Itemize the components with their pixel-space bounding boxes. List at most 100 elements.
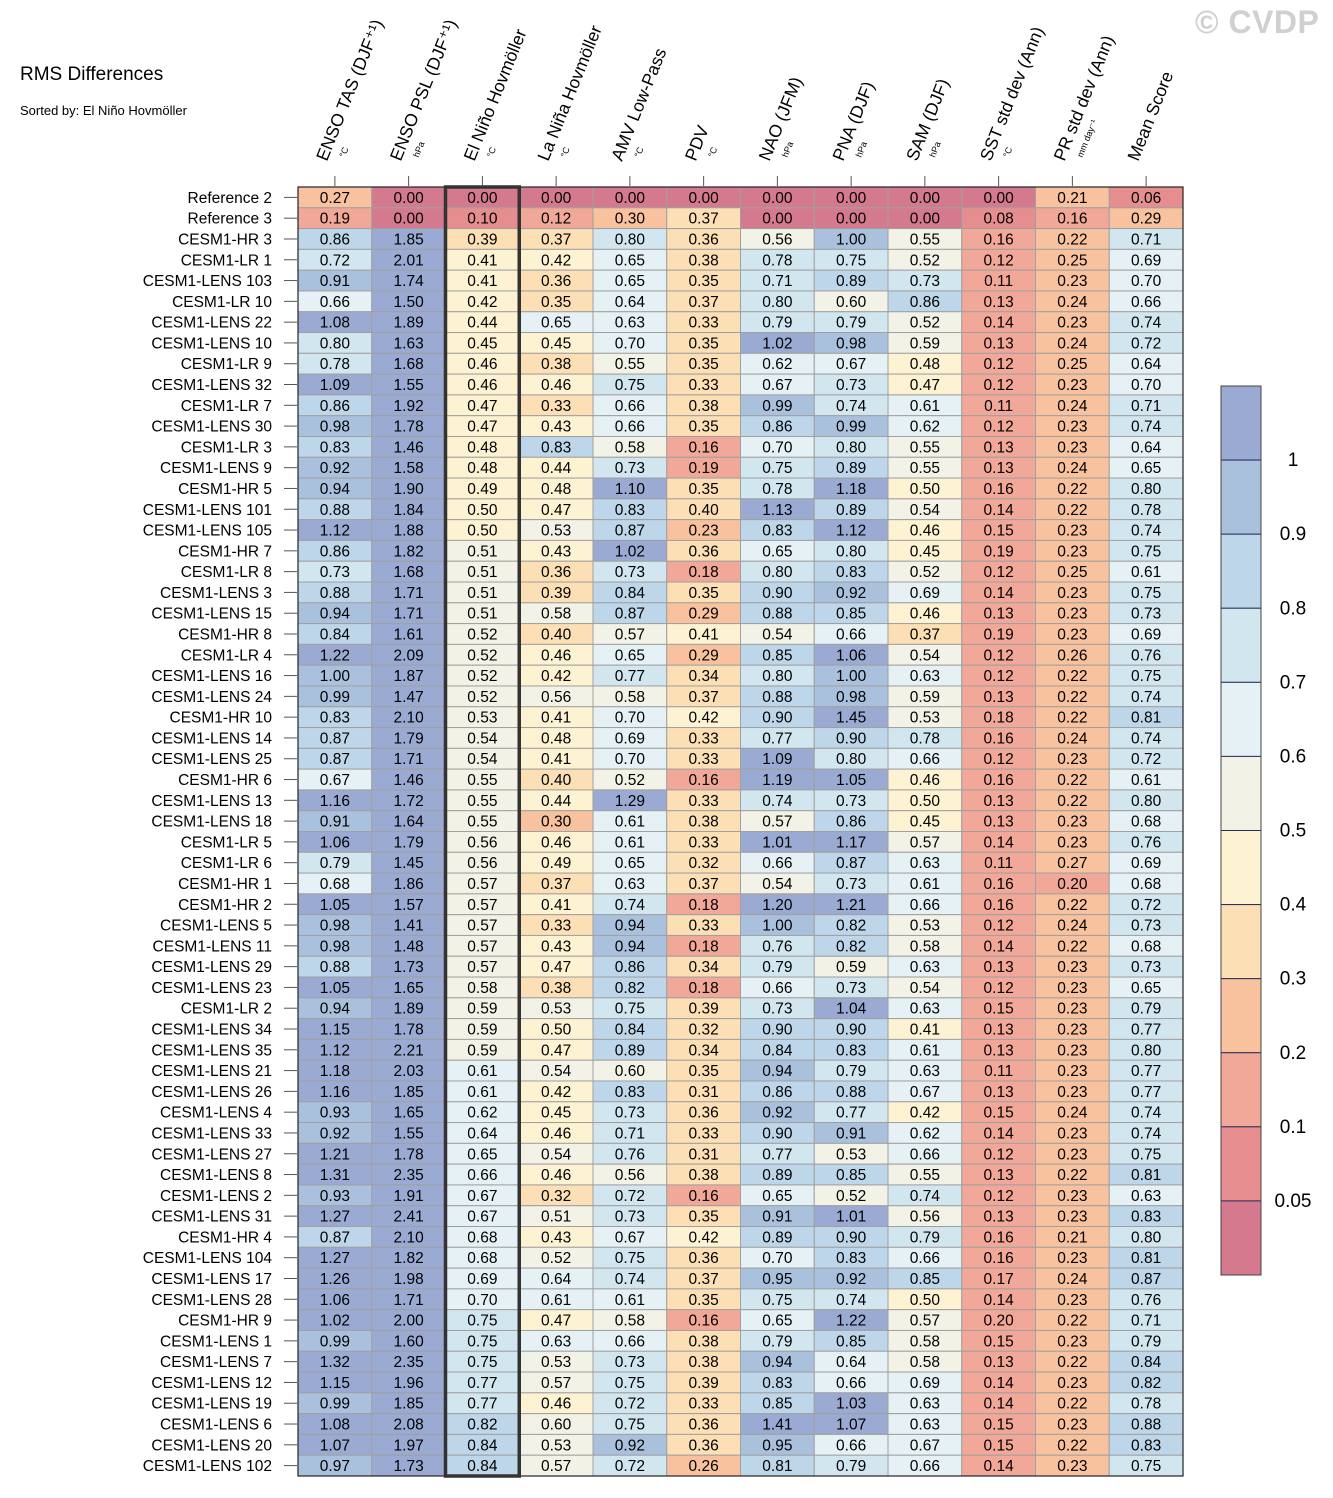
cell-value: 0.75: [1131, 668, 1161, 685]
row-label: CESM1-LENS 4: [160, 1105, 272, 1122]
cell-value: 0.56: [762, 231, 792, 248]
cell-value: 0.52: [467, 647, 497, 664]
cell-value: 0.57: [615, 626, 645, 643]
cell-value: 0.11: [984, 855, 1013, 872]
cell-value: 1.78: [394, 1146, 424, 1163]
cell-value: 0.57: [541, 1458, 571, 1475]
cell-value: 0.77: [762, 730, 792, 747]
cell-value: 0.51: [467, 585, 497, 602]
cell-value: 0.53: [541, 1001, 571, 1018]
cell-value: 0.66: [910, 1250, 940, 1267]
cell-value: 0.75: [615, 1001, 645, 1018]
cell-value: 0.80: [320, 335, 351, 352]
cell-value: 0.36: [689, 543, 719, 560]
cell-value: 0.38: [541, 356, 571, 373]
cell-value: 1.78: [394, 419, 424, 436]
cell-value: 0.73: [615, 564, 645, 581]
cell-value: 0.52: [836, 1188, 866, 1205]
cell-value: 1.00: [836, 231, 867, 248]
cell-value: 1.05: [836, 772, 866, 789]
cell-value: 1.84: [394, 502, 425, 519]
row-label: CESM1-LENS 11: [153, 938, 272, 955]
cell-value: 0.43: [541, 543, 571, 560]
cell-value: 0.70: [1131, 377, 1162, 394]
cell-value: 0.92: [836, 585, 866, 602]
cell-value: 1.00: [762, 918, 793, 935]
row-label: CESM1-LR 5: [181, 834, 272, 851]
cell-value: 0.12: [984, 1146, 1014, 1163]
cell-value: 1.08: [320, 315, 350, 332]
cell-value: 0.92: [762, 1105, 792, 1122]
cell-value: 0.42: [689, 1229, 719, 1246]
cell-value: 0.83: [615, 502, 645, 519]
cell-value: 0.36: [541, 564, 571, 581]
cell-value: 1.79: [394, 730, 424, 747]
cell-value: 0.87: [320, 751, 350, 768]
cell-value: 0.14: [984, 502, 1015, 519]
cell-value: 0.83: [762, 1375, 792, 1392]
cell-value: 0.52: [467, 668, 497, 685]
cell-value: 0.46: [541, 834, 571, 851]
cell-value: 1.63: [394, 335, 424, 352]
cell-value: 0.88: [762, 606, 792, 623]
cell-value: 0.81: [1131, 1250, 1161, 1267]
column-unit: hPa: [780, 140, 795, 159]
cell-value: 0.37: [689, 689, 719, 706]
cell-value: 0.16: [689, 1188, 719, 1205]
cell-value: 0.58: [910, 938, 940, 955]
cell-value: 0.53: [541, 523, 571, 540]
cell-value: 0.85: [836, 1333, 866, 1350]
cell-value: 0.00: [762, 190, 793, 207]
cell-value: 0.66: [836, 626, 866, 643]
cell-value: 0.23: [1057, 1292, 1087, 1309]
cell-value: 1.27: [320, 1209, 350, 1226]
cell-value: 1.03: [836, 1396, 866, 1413]
cell-value: 0.19: [689, 460, 719, 477]
cell-value: 1.16: [320, 1084, 350, 1101]
cell-value: 0.61: [1131, 772, 1161, 789]
cell-value: 0.86: [762, 419, 792, 436]
cell-value: 0.55: [910, 231, 940, 248]
cell-value: 0.94: [615, 918, 646, 935]
cell-value: 0.77: [762, 1146, 792, 1163]
row-label: CESM1-LENS 26: [151, 1084, 272, 1101]
cell-value: 0.22: [1057, 938, 1087, 955]
cell-value: 1.17: [836, 834, 866, 851]
cell-value: 0.67: [910, 1084, 940, 1101]
cell-value: 0.73: [320, 564, 350, 581]
cell-value: 0.65: [615, 855, 645, 872]
row-label: CESM1-LENS 22: [151, 315, 272, 332]
heatmap-border: [297, 186, 1184, 1477]
cell-value: 0.83: [836, 1250, 866, 1267]
cell-value: 0.63: [1131, 1188, 1161, 1205]
cell-value: 0.77: [1131, 1063, 1161, 1080]
cell-value: 1.09: [762, 751, 792, 768]
cell-value: 0.54: [910, 502, 941, 519]
cell-value: 0.63: [910, 1001, 940, 1018]
cell-value: 0.76: [762, 938, 792, 955]
column-header: SST std dev (Ann): [976, 24, 1048, 164]
cell-value: 0.69: [910, 1375, 940, 1392]
row-label: CESM1-HR 10: [170, 710, 273, 727]
cell-value: 0.13: [984, 959, 1014, 976]
row-label: CESM1-HR 8: [178, 626, 272, 643]
row-label: CESM1-LENS 2: [160, 1188, 272, 1205]
colorbar-label: 0.1: [1280, 1117, 1306, 1138]
cell-value: 0.41: [541, 751, 571, 768]
cell-value: 0.75: [615, 1417, 645, 1434]
cell-value: 0.45: [910, 543, 940, 560]
cell-value: 0.23: [1057, 315, 1087, 332]
cell-value: 1.71: [394, 606, 424, 623]
cell-value: 0.35: [689, 1292, 719, 1309]
cell-value: 0.49: [541, 855, 571, 872]
row-label: CESM1-LENS 16: [151, 668, 272, 685]
cell-value: 0.73: [836, 377, 866, 394]
row-label: CESM1-HR 1: [178, 876, 272, 893]
cell-value: 0.69: [1131, 252, 1161, 269]
cell-value: 1.10: [615, 481, 646, 498]
cell-value: 0.40: [541, 772, 572, 789]
cell-value: 0.51: [467, 543, 497, 560]
cell-value: 0.16: [984, 772, 1014, 789]
cell-value: 0.85: [762, 647, 792, 664]
cell-value: 0.98: [836, 689, 866, 706]
